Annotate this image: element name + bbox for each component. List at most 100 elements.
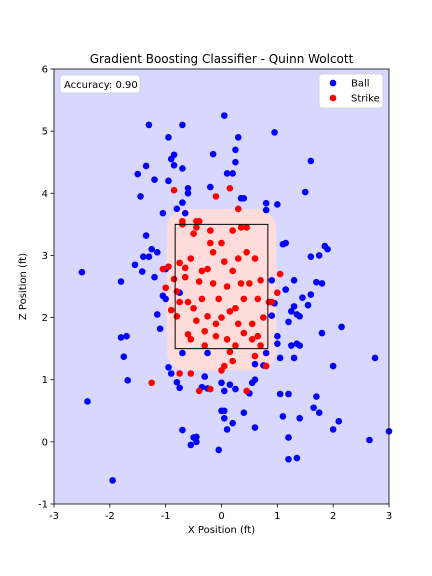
ball-point bbox=[165, 363, 172, 371]
ball-point bbox=[170, 151, 178, 159]
data-points bbox=[78, 112, 393, 484]
y-tick-label: 0 bbox=[42, 437, 48, 448]
legend-label-ball: Ball bbox=[351, 79, 370, 90]
ball-point bbox=[329, 362, 337, 370]
ball-point bbox=[287, 342, 295, 349]
strike-point bbox=[243, 387, 250, 395]
strike-point bbox=[167, 306, 175, 314]
ball-point bbox=[279, 413, 287, 420]
strike-point bbox=[159, 265, 167, 273]
ball-point bbox=[145, 121, 153, 129]
ball-point bbox=[229, 419, 236, 427]
strike-point bbox=[232, 304, 239, 312]
ball-point bbox=[301, 188, 309, 196]
strike-point bbox=[274, 289, 281, 297]
ball-point bbox=[142, 162, 150, 170]
strike-point bbox=[198, 267, 206, 275]
strike-point bbox=[173, 288, 181, 295]
ball-point bbox=[165, 134, 172, 141]
strike-point bbox=[162, 284, 169, 292]
strike-point bbox=[229, 357, 236, 365]
strike-point bbox=[218, 367, 225, 374]
strike-point bbox=[207, 227, 214, 234]
strike-point bbox=[212, 332, 220, 340]
chart-title: Gradient Boosting Classifier - Quinn Wol… bbox=[90, 52, 354, 66]
ball-point bbox=[268, 312, 276, 320]
ball-point bbox=[313, 278, 320, 286]
ball-point bbox=[318, 280, 326, 287]
strike-point bbox=[237, 224, 245, 231]
ball-point bbox=[232, 146, 239, 154]
strike-zone-box bbox=[174, 223, 269, 350]
ball-point bbox=[170, 162, 178, 169]
ball-point bbox=[223, 426, 231, 433]
ball-point bbox=[109, 477, 116, 484]
strike-point bbox=[195, 387, 203, 395]
strike-point bbox=[193, 217, 200, 225]
ball-point bbox=[240, 194, 248, 202]
ball-point bbox=[274, 340, 281, 347]
ball-point bbox=[285, 434, 292, 441]
ball-point bbox=[184, 189, 192, 197]
ball-point bbox=[251, 376, 259, 384]
x-tick-label: -1 bbox=[161, 511, 171, 522]
strike-point bbox=[220, 258, 228, 265]
ball-point bbox=[251, 424, 259, 431]
ball-point bbox=[335, 418, 343, 425]
ball-point bbox=[234, 134, 242, 141]
ball-point bbox=[173, 378, 181, 386]
x-tick-label: 0 bbox=[218, 511, 224, 522]
y-tick-label: 3 bbox=[42, 251, 48, 262]
ball-point bbox=[262, 199, 270, 207]
strike-point bbox=[226, 308, 234, 315]
y-tick-label: 1 bbox=[42, 375, 48, 386]
accuracy-annotation: Accuracy: 0.90 bbox=[59, 74, 141, 94]
strike-point bbox=[246, 280, 253, 287]
strike-point bbox=[187, 336, 195, 343]
accuracy-box bbox=[59, 74, 141, 94]
strike-point bbox=[187, 370, 195, 377]
x-tick-label: 2 bbox=[330, 511, 336, 522]
ball-point bbox=[313, 393, 320, 400]
ball-point bbox=[329, 426, 337, 433]
strike-point bbox=[248, 336, 256, 343]
ball-point bbox=[167, 370, 175, 377]
ball-point bbox=[153, 249, 161, 256]
ball-point bbox=[193, 433, 200, 441]
strike-point bbox=[240, 295, 248, 303]
ball-point bbox=[366, 436, 373, 444]
strike-point bbox=[276, 270, 284, 278]
ball-point bbox=[215, 446, 223, 454]
ball-point bbox=[371, 354, 379, 362]
strike-point bbox=[262, 362, 270, 370]
y-tick-label: 2 bbox=[42, 313, 48, 324]
ball-point bbox=[287, 308, 295, 315]
ball-point bbox=[293, 454, 301, 462]
ball-point bbox=[145, 253, 153, 260]
ball-point bbox=[151, 176, 158, 183]
ball-point bbox=[209, 150, 217, 158]
ball-point bbox=[193, 438, 200, 446]
ball-point bbox=[159, 209, 167, 217]
strike-point bbox=[251, 352, 259, 360]
strike-point bbox=[198, 295, 206, 303]
ball-point bbox=[285, 455, 292, 463]
strike-probability-region bbox=[166, 208, 277, 371]
ball-point bbox=[204, 349, 211, 357]
ball-point bbox=[296, 313, 303, 320]
strike-point bbox=[204, 313, 211, 320]
legend-marker-strike bbox=[329, 94, 337, 102]
ball-point bbox=[307, 291, 315, 298]
ball-point bbox=[220, 112, 228, 119]
strike-point bbox=[240, 329, 248, 337]
strike-point bbox=[201, 342, 209, 349]
ball-point bbox=[117, 334, 125, 341]
ball-point bbox=[304, 301, 312, 309]
ball-point bbox=[229, 170, 236, 177]
ball-point bbox=[223, 170, 231, 177]
strike-point bbox=[207, 239, 214, 247]
strike-point bbox=[181, 273, 189, 281]
strike-point bbox=[254, 332, 262, 340]
ball-point bbox=[156, 325, 164, 333]
